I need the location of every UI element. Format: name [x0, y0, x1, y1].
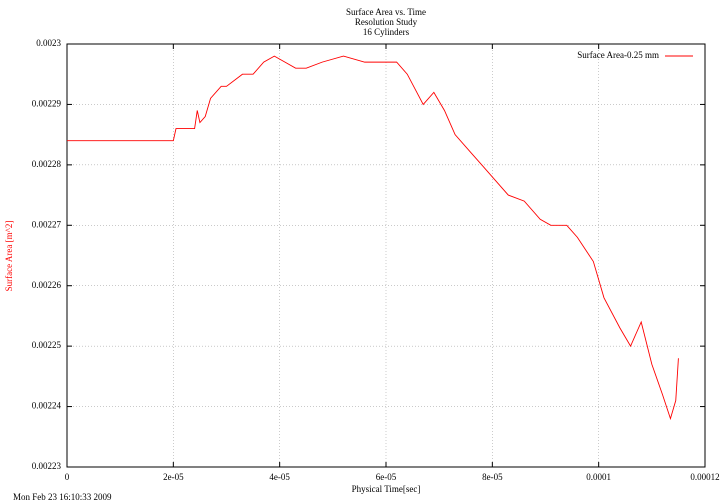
x-tick-label: 4e-05 [269, 472, 290, 482]
x-tick-label: 0 [65, 472, 70, 482]
timestamp: Mon Feb 23 16:10:33 2009 [13, 492, 112, 502]
y-axis-label: Surface Area [m^2] [4, 221, 14, 292]
y-tick-label: 0.00224 [32, 401, 62, 411]
y-tick-label: 0.0023 [36, 38, 61, 48]
x-tick-label: 0.0001 [586, 472, 611, 482]
y-tick-label: 0.00223 [32, 461, 62, 471]
plot-frame [66, 43, 706, 468]
legend-label: Surface Area-0.25 mm [577, 50, 659, 60]
y-tick-label: 0.00229 [32, 98, 62, 108]
x-tick-label: 2e-05 [163, 472, 184, 482]
x-tick-label: 6e-05 [376, 472, 397, 482]
y-tick-label: 0.00226 [32, 280, 62, 290]
x-tick-label: 8e-05 [482, 472, 503, 482]
x-tick-label: 0.00012 [690, 472, 719, 482]
data-line [67, 55, 679, 421]
x-axis-label: Physical Time[sec] [352, 484, 421, 494]
y-tick-label: 0.00225 [32, 340, 62, 350]
chart-title: Surface Area vs. Time [346, 7, 426, 17]
y-tick-label: 0.00228 [32, 159, 62, 169]
y-tick-label: 0.00227 [32, 219, 62, 229]
chart-subtitle: Resolution Study [355, 17, 418, 27]
chart-subtitle: 16 Cylinders [363, 27, 410, 37]
